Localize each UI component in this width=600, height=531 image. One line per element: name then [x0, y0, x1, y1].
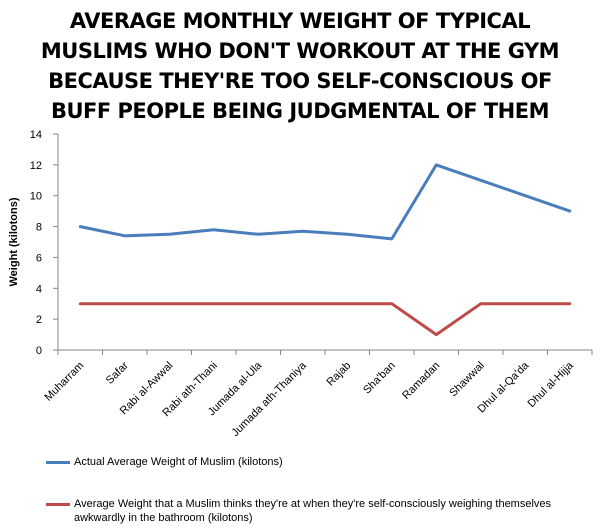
- legend-label-actual: Actual Average Weight of Muslim (kiloton…: [74, 456, 283, 468]
- chart-title-line-3: BECAUSE THEY'RE TOO SELF-CONSCIOUS OF: [48, 69, 552, 93]
- x-tick-label: Safar: [104, 359, 131, 386]
- y-tick-label: 12: [30, 160, 42, 172]
- y-axis-label: Weight (kilotons): [8, 197, 20, 286]
- series-line-1: [78, 163, 572, 241]
- legend-label-perceived: Average Weight that a Muslim thinks they…: [74, 498, 552, 524]
- x-tick-label: Jumada ath-Thaniya: [229, 359, 309, 439]
- chart-title: AVERAGE MONTHLY WEIGHT OF TYPICAL MUSLIM…: [0, 6, 600, 126]
- x-tick-label: Shawwal: [447, 360, 487, 400]
- y-tick-label: 2: [36, 314, 42, 326]
- legend-entry-perceived: Average Weight that a Muslim thinks they…: [46, 497, 586, 525]
- x-tick-label: Rajab: [325, 360, 354, 389]
- y-tick-label: 6: [36, 252, 42, 264]
- chart-title-line-4: BUFF PEOPLE BEING JUDGMENTAL OF THEM: [50, 99, 550, 123]
- chart-title-line-1: AVERAGE MONTHLY WEIGHT OF TYPICAL: [69, 9, 531, 33]
- y-tick-label: 14: [30, 129, 42, 141]
- legend-swatch-perceived: [46, 503, 70, 506]
- x-tick-label: Ramadan: [400, 360, 442, 402]
- x-tick-label: Dhul al-Hijja: [525, 359, 576, 410]
- x-tick-label: Sha'ban: [361, 360, 398, 397]
- y-tick-label: 8: [36, 222, 42, 234]
- series-line-2: [78, 302, 572, 337]
- y-tick-label: 4: [36, 283, 42, 295]
- y-tick-label: 10: [30, 191, 42, 203]
- legend-swatch-actual: [46, 461, 70, 464]
- y-tick-label: 0: [36, 345, 42, 357]
- legend-entry-actual: Actual Average Weight of Muslim (kiloton…: [46, 455, 586, 469]
- x-tick-label: Muharram: [42, 360, 86, 404]
- chart-title-line-2: MUSLIMS WHO DON'T WORKOUT AT THE GYM: [40, 39, 560, 63]
